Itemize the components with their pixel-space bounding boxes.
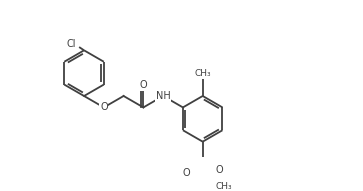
Text: CH₃: CH₃ — [216, 182, 232, 191]
Text: O: O — [183, 168, 190, 178]
Text: Cl: Cl — [66, 39, 76, 49]
Text: O: O — [215, 165, 223, 175]
Text: NH: NH — [156, 91, 171, 101]
Text: O: O — [139, 80, 147, 90]
Text: O: O — [100, 102, 108, 112]
Text: CH₃: CH₃ — [194, 69, 211, 78]
